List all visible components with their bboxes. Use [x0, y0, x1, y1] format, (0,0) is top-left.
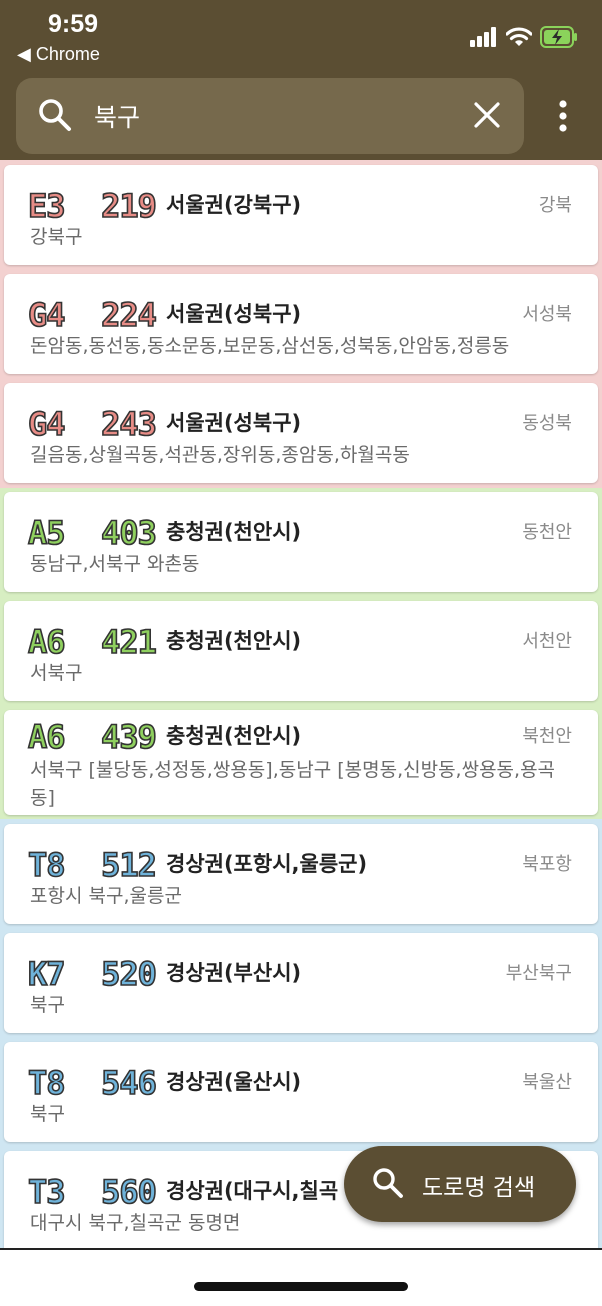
region-name: 서울권(성북구) [166, 411, 302, 435]
clear-icon[interactable] [474, 102, 500, 128]
area-list: 돈암동,동선동,동소문동,보문동,삼선동,성북동,안암동,정릉동 [30, 335, 510, 357]
app-header: 9:59 ◀ Chrome 북구 [0, 0, 602, 160]
region-name: 경상권(울산시) [166, 1070, 302, 1094]
area-code: T8 546 [27, 1063, 157, 1103]
area-code: T8 512 [27, 845, 157, 885]
area-list: 강북구 [30, 226, 83, 248]
area-abbreviation: 서천안 [522, 631, 572, 652]
area-abbreviation: 북포항 [522, 854, 572, 875]
area-abbreviation: 부산북구 [505, 963, 572, 984]
region-name: 경상권(포항시,울릉군) [166, 852, 368, 876]
home-indicator[interactable] [194, 1282, 408, 1291]
result-card[interactable]: E3 219 서울권(강북구) 강북 강북구 [4, 165, 598, 265]
search-query[interactable]: 북구 [94, 103, 141, 132]
region-name: 충청권(천안시) [166, 724, 302, 748]
area-abbreviation: 동성북 [522, 413, 572, 434]
result-card[interactable]: A6 439 충청권(천안시) 북천안 서북구 [불당동,성정동,쌍용동],동남… [4, 710, 598, 815]
road-name-search-label: 도로명 검색 [422, 1175, 536, 1201]
road-name-search-button[interactable]: 도로명 검색 [344, 1146, 576, 1222]
area-code: T3 560 [27, 1172, 157, 1212]
search-icon [39, 99, 71, 131]
region-name: 서울권(성북구) [166, 302, 302, 326]
area-list: 포항시 북구,울릉군 [30, 885, 182, 907]
result-card[interactable]: T8 546 경상권(울산시) 북울산 북구 [4, 1042, 598, 1142]
result-card[interactable]: T8 512 경상권(포항시,울릉군) 북포항 포항시 북구,울릉군 [4, 824, 598, 924]
area-list: 대구시 북구,칠곡군 동명면 [30, 1212, 241, 1234]
region-name: 충청권(천안시) [166, 629, 302, 653]
result-card[interactable]: G4 243 서울권(성북구) 동성북 길음동,상월곡동,석관동,장위동,종암동… [4, 383, 598, 483]
area-code: A6 421 [27, 622, 157, 662]
wifi-icon [506, 27, 532, 46]
area-code: A5 403 [27, 513, 157, 553]
region-name: 경상권(부산시) [166, 961, 302, 985]
back-to-chrome-link[interactable]: ◀ Chrome [17, 44, 100, 64]
area-code: G4 224 [27, 295, 157, 335]
area-list: 길음동,상월곡동,석관동,장위동,종암동,하월곡동 [30, 444, 410, 466]
area-list: 북구 [30, 994, 65, 1016]
area-code: G4 243 [27, 404, 157, 444]
status-icons [470, 24, 578, 50]
area-list: 동남구,서북구 와촌동 [30, 553, 200, 575]
area-list: 서북구 [30, 662, 83, 684]
area-abbreviation: 서성북 [522, 304, 572, 325]
region-name: 충청권(천안시) [166, 520, 302, 544]
area-code: E3 219 [27, 186, 157, 226]
area-code: K7 520 [27, 954, 157, 994]
area-abbreviation: 북천안 [522, 726, 572, 747]
area-list: 북구 [30, 1103, 65, 1125]
region-name: 경상권(대구시,칠곡 [166, 1179, 339, 1203]
signal-icon [470, 27, 496, 47]
result-card[interactable]: G4 224 서울권(성북구) 서성북 돈암동,동선동,동소문동,보문동,삼선동… [4, 274, 598, 374]
result-card[interactable]: A6 421 충청권(천안시) 서천안 서북구 [4, 601, 598, 701]
result-card[interactable]: A5 403 충청권(천안시) 동천안 동남구,서북구 와촌동 [4, 492, 598, 592]
bottom-bar [0, 1248, 602, 1306]
battery-charging-icon [540, 26, 577, 48]
area-abbreviation: 북울산 [522, 1072, 572, 1093]
more-options-icon[interactable] [552, 100, 574, 132]
area-code: A6 439 [27, 717, 157, 757]
result-list[interactable]: E3 219 서울권(강북구) 강북 강북구 G4 224 서울권(성북구) 서… [0, 160, 602, 1248]
status-time: 9:59 [48, 10, 99, 38]
search-field[interactable]: 북구 [16, 78, 524, 154]
area-list: 서북구 [불당동,성정동,쌍용동],동남구 [봉명동,신방동,쌍용동,용곡동] [30, 759, 556, 809]
region-name: 서울권(강북구) [166, 193, 302, 217]
result-card[interactable]: K7 520 경상권(부산시) 부산북구 북구 [4, 933, 598, 1033]
search-icon [373, 1168, 403, 1198]
area-abbreviation: 강북 [538, 195, 572, 216]
area-abbreviation: 동천안 [522, 522, 572, 543]
